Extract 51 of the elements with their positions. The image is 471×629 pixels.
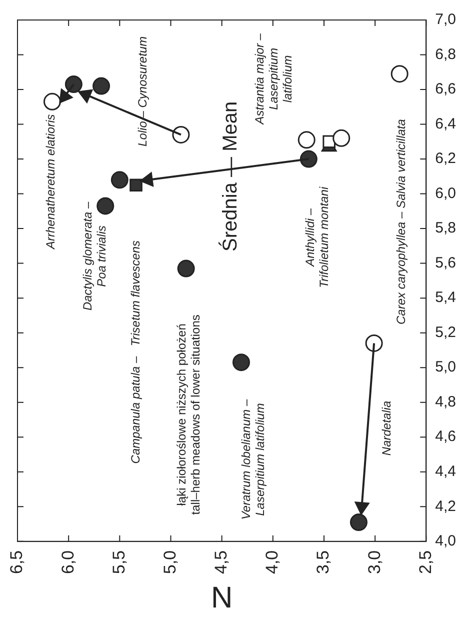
- x-axis-title: N: [210, 581, 233, 614]
- x-tick-label: 4,5: [212, 550, 231, 574]
- y-tick-label: 6,8: [435, 46, 456, 63]
- x-tick-label: 2,5: [416, 550, 435, 574]
- point: [365, 334, 383, 352]
- y-tick-label: 4,2: [435, 498, 456, 515]
- point: [96, 197, 114, 215]
- x-tick-label: 6,0: [58, 550, 78, 574]
- x-tick-label: 3,0: [364, 550, 384, 574]
- annotation: łąki ziołoroślowe niższych położeń tall–herb meadows of lower situations: [174, 314, 202, 515]
- annotation: Lolio – Cynosuretum: [136, 36, 150, 146]
- y-tick-label: 4,6: [435, 428, 456, 446]
- y-tick-label: 6,2: [435, 150, 456, 168]
- annotation: Dactylis glomerata – Poa trivialis: [80, 202, 108, 311]
- x-tick-label: 5,5: [109, 550, 128, 574]
- annotation: Anthyllidi – Trifolietum montani: [303, 186, 332, 288]
- y-tick-label: 4,4: [435, 462, 456, 480]
- x-tick-label: 5,0: [160, 550, 180, 574]
- y-tick-label: 6,4: [435, 115, 456, 132]
- y-tick-label: 5,0: [435, 358, 456, 376]
- y-tick-label: 4,0: [435, 532, 456, 550]
- point: [300, 150, 318, 168]
- x-tick-label: 3,5: [314, 550, 333, 574]
- annotation: Arrhenatheretum elatioris: [44, 114, 58, 250]
- y-tick-label: 6,0: [435, 184, 456, 202]
- y-tick-label: 5,2: [435, 324, 456, 341]
- point: [177, 260, 195, 278]
- point: [172, 126, 190, 144]
- x-tick-label: 4,0: [262, 550, 282, 574]
- point: [298, 131, 316, 149]
- point: [390, 65, 408, 83]
- annotation: Campanula patula – Trisetum flavescens: [128, 240, 142, 464]
- point: [43, 92, 61, 110]
- annotation: Carex caryophyllea – Salvia verticillata: [394, 118, 408, 324]
- point: [130, 178, 142, 192]
- y-tick-label: 5,6: [435, 254, 456, 272]
- annotation: Nardetalia: [380, 400, 394, 456]
- y-tick-label: 6,6: [435, 80, 456, 98]
- point: [350, 514, 368, 531]
- point: [92, 77, 110, 95]
- point: [332, 129, 350, 147]
- annotation: Veratrum lobelianum – Laserpitium latifolium: [238, 399, 267, 520]
- y-tick-label: 5,8: [435, 220, 456, 237]
- y-tick-label: 4,8: [435, 393, 456, 410]
- x-tick-label: 6,5: [7, 550, 26, 574]
- point: [64, 76, 82, 94]
- point: [110, 171, 128, 189]
- point: [232, 354, 250, 372]
- y-tick-label: 7,0: [435, 11, 456, 28]
- annotation: Astrantia major – Laserpitium latifolium: [252, 33, 294, 126]
- y-tick-label: 5,4: [435, 289, 456, 306]
